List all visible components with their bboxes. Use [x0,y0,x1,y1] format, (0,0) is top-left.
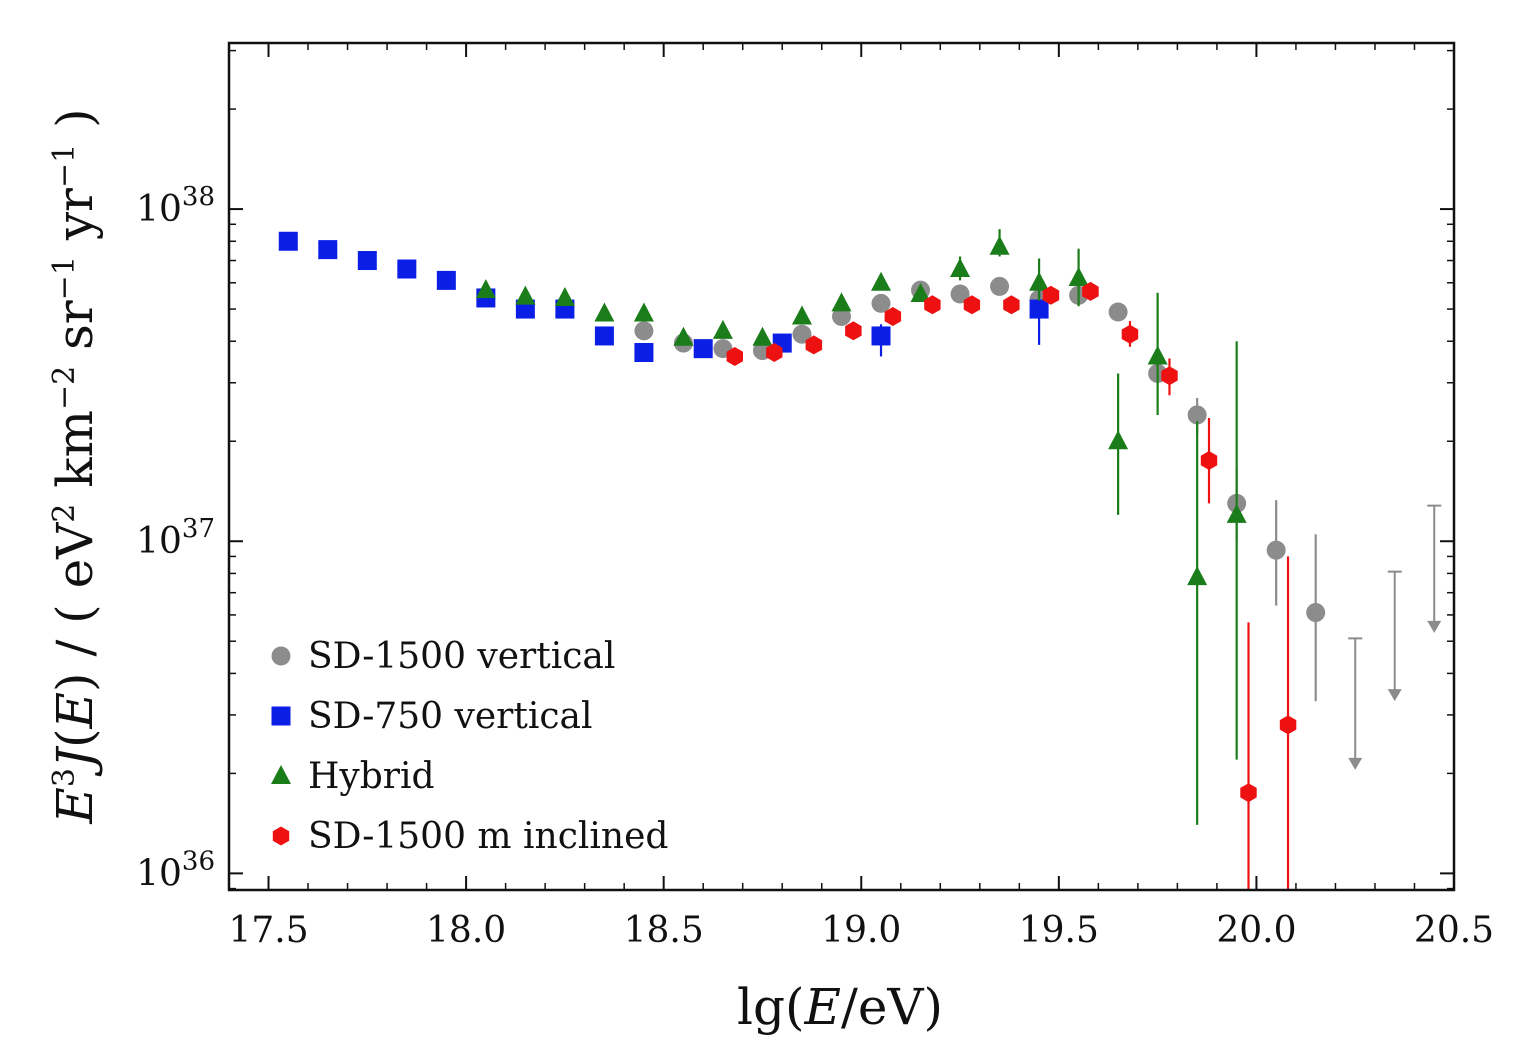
plot-area [278,229,1442,890]
data-point [633,302,654,322]
y-tick-label: 1038 [136,182,215,230]
data-point [1279,715,1297,735]
data-point [950,258,971,278]
data-point [634,343,654,363]
data-point [1029,271,1050,291]
x-tick-label: 17.5 [228,910,308,951]
data-point [1108,430,1129,450]
series-2 [475,229,1247,825]
data-point [475,279,496,299]
data-point [1121,324,1139,344]
data-point [594,302,615,322]
x-tick-label: 20.0 [1216,910,1296,951]
data-point [1200,451,1218,470]
legend-label: SD-750 vertical [308,696,592,737]
data-point [357,251,377,271]
data-point [884,307,902,326]
upper-limit-arrow [1427,620,1442,633]
data-point [673,326,694,346]
x-tick-label: 19.5 [1019,910,1099,951]
y-tick-label: 1037 [136,514,215,562]
data-point [989,235,1010,255]
data-point [1187,405,1207,425]
x-tick-label: 20.5 [1414,910,1494,951]
data-point [766,343,783,362]
data-point [436,270,456,290]
data-point [1306,603,1326,623]
data-point [752,326,773,346]
data-point [726,347,743,366]
data-point [1068,267,1089,287]
data-point [634,321,654,341]
data-point [1003,295,1020,315]
series-0 [634,276,1442,770]
data-point [805,335,823,355]
data-point [871,326,891,346]
legend-marker [271,706,291,726]
data-point [594,326,614,346]
x-axis-label: lg(E/eV) [737,978,943,1036]
series-3 [726,281,1297,890]
data-point [792,324,812,344]
data-point [832,306,851,326]
x-axis: 17.5 18.0 18.5 19.0 19.5 20.0 20.5 [228,43,1494,951]
y-axis-label: E3J(E) / ( eV2 km−2 sr−1 yr−1 ) [46,108,104,824]
plot-frame [227,41,1456,892]
data-point [1226,503,1247,523]
data-point [950,284,970,304]
data-point [924,295,941,315]
data-point [1266,540,1286,560]
data-point [1029,299,1049,319]
legend-label: Hybrid [308,756,435,797]
data-point [845,321,862,341]
data-point [871,293,891,313]
upper-limit-arrow [1387,689,1402,702]
data-point [397,259,417,279]
data-point [515,285,536,305]
data-point [1161,366,1178,386]
data-point [554,286,575,306]
legend-label: SD-1500 vertical [308,636,615,677]
data-point [318,240,338,260]
x-tick-label: 18.0 [426,910,506,951]
data-point [712,319,733,339]
data-point [871,271,892,291]
data-point [990,276,1010,296]
data-point [1240,783,1257,803]
y-axis: 1036 1037 1038 [136,49,1454,894]
data-point [278,231,298,251]
x-tick-label: 18.5 [624,910,704,951]
data-point [791,305,812,325]
data-point [831,292,852,312]
data-point [693,339,713,359]
upper-limit-arrow [1348,757,1363,770]
legend: SD-1500 vertical SD-750 vertical Hybrid SD-… [271,636,668,857]
legend-marker [271,765,291,784]
data-point [910,283,931,303]
data-point [1082,281,1099,301]
legend-marker [272,826,290,846]
data-point [1042,285,1060,305]
legend-label: SD-1500 m inclined [308,816,668,857]
data-point [963,295,981,315]
data-point [1187,566,1208,586]
legend-marker [271,646,291,666]
data-point [1147,345,1168,365]
x-tick-label: 19.0 [821,910,901,951]
y-tick-label: 1036 [136,846,215,894]
data-point [1108,302,1128,322]
